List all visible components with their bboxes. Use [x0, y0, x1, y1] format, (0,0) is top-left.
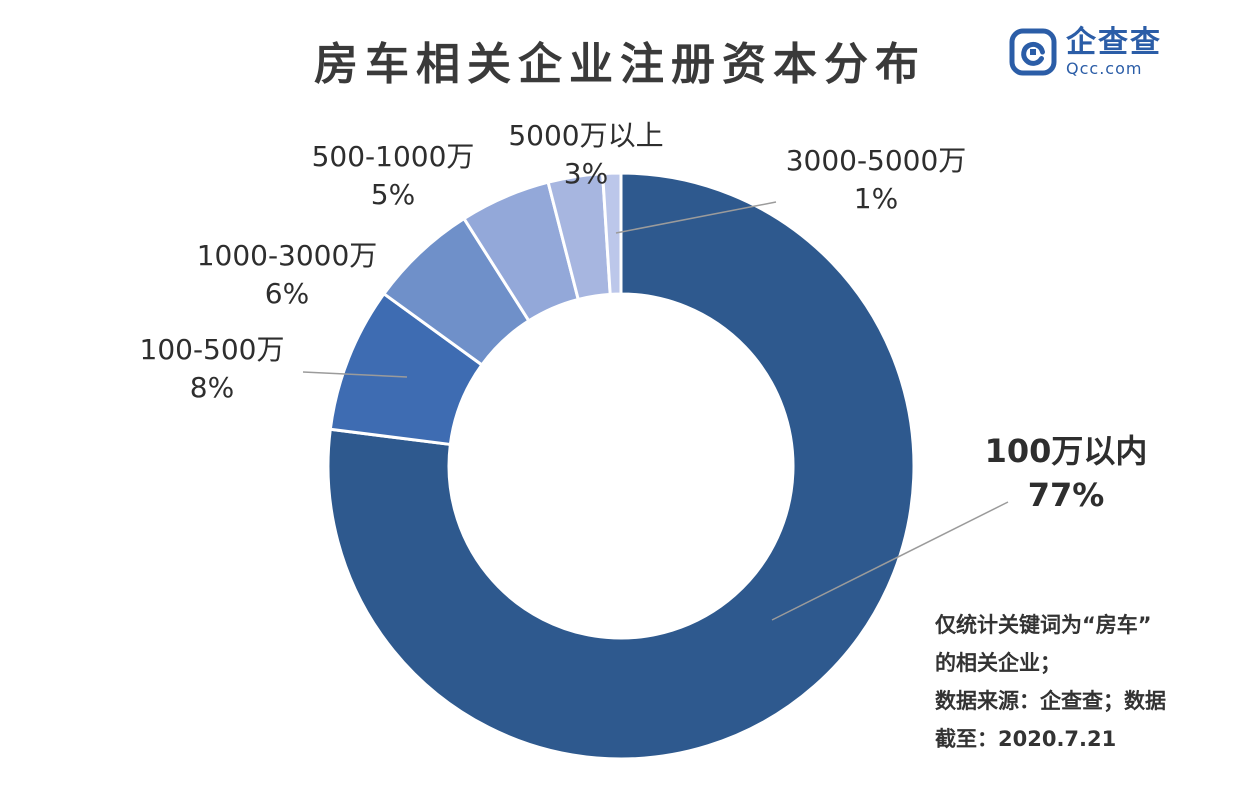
footnote-line: 仅统计关键词为“房车” [935, 613, 1152, 637]
donut-slice-0 [326, 171, 916, 761]
qcc-logo-icon [1009, 28, 1057, 76]
label-3000-5000w-text: 3000-5000万 [785, 144, 967, 177]
label-3000-5000w-pct: 1% [853, 182, 899, 215]
label-1000-3000w: 1000-3000万 6% [197, 237, 378, 313]
label-3000-5000w: 3000-5000万 1% [786, 142, 967, 218]
label-1000-3000w-pct: 6% [264, 277, 310, 310]
label-100-500w-text: 100-500万 [139, 333, 285, 366]
donut-slices [326, 171, 916, 761]
donut-slice-5 [601, 171, 623, 296]
label-100-500w: 100-500万 8% [140, 331, 285, 407]
label-100-500w-pct: 8% [189, 371, 235, 404]
footnote-line: 截至：2020.7.21 [935, 727, 1117, 751]
label-500-1000w: 500-1000万 5% [312, 138, 475, 214]
leader-line-100w-under [771, 501, 1009, 621]
qcc-logo-text: 企查查 Qcc.com [1066, 27, 1162, 79]
label-100w-under-pct: 77% [1027, 476, 1105, 514]
label-500-1000w-text: 500-1000万 [311, 140, 475, 173]
label-500-1000w-pct: 5% [370, 178, 416, 211]
footnote-line: 的相关企业； [935, 651, 1061, 675]
footnote-line: 数据来源：企查查；数据 [935, 689, 1166, 713]
label-5000w-over: 5000万以上 3% [508, 117, 663, 193]
leader-line-100-500w [302, 371, 408, 378]
qcc-logo-domain: Qcc.com [1066, 59, 1143, 78]
leader-lines [302, 201, 1009, 621]
label-5000w-over-text: 5000万以上 [508, 119, 664, 152]
label-100w-under: 100万以内 77% [985, 429, 1148, 517]
qcc-logo: 企查查 Qcc.com [1008, 27, 1162, 79]
qcc-logo-name: 企查查 [1066, 25, 1162, 60]
label-100w-under-text: 100万以内 [984, 432, 1148, 470]
footnote: 仅统计关键词为“房车” 的相关企业； 数据来源：企查查；数据 截至：2020.7… [935, 606, 1166, 758]
label-1000-3000w-text: 1000-3000万 [196, 239, 378, 272]
leader-line-3000-5000w [615, 201, 777, 234]
chart-title: 房车相关企业注册资本分布 [314, 39, 926, 90]
label-5000w-over-pct: 3% [563, 157, 609, 190]
